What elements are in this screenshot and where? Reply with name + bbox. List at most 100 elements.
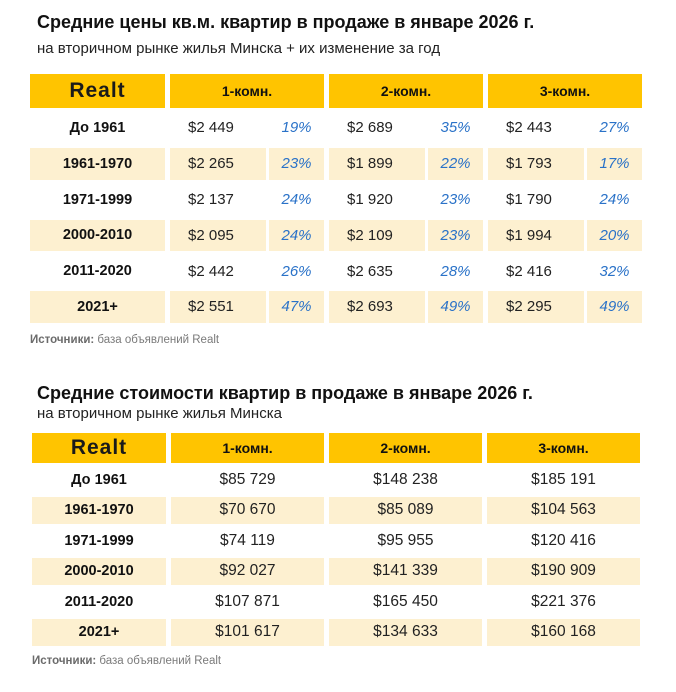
change-cell: 22% xyxy=(428,148,483,180)
change-cell: 26% xyxy=(281,262,312,280)
change-cell: 24% xyxy=(599,191,630,209)
row-label: 2011-2020 xyxy=(63,263,132,280)
column-header: 1-комн. xyxy=(171,433,324,463)
table-row: 1971-1999 $2 137 24% $1 920 23% $1 790 24% xyxy=(30,184,644,216)
price-cell: $95 955 xyxy=(377,531,434,549)
row-label: До 1961 xyxy=(71,471,127,488)
source-text: база объявлений Realt xyxy=(96,655,222,667)
table-row: 2011-2020 $107 871 $165 450 $221 376 xyxy=(32,588,645,615)
price-cell: $107 871 xyxy=(215,592,280,610)
table1-source: Источники: база объявлений Realt xyxy=(30,334,219,346)
price-cell: $2 443 xyxy=(506,119,552,137)
column-header: 2-комн. xyxy=(329,433,482,463)
price-cell: $92 027 xyxy=(171,557,324,585)
price-cell: $1 899 xyxy=(329,148,425,180)
source-label: Источники: xyxy=(30,334,95,346)
table2-subtitle: на вторичном рынке жилья Минска xyxy=(37,405,282,422)
price-cell: $148 238 xyxy=(373,470,438,488)
price-cell: $85 729 xyxy=(219,470,276,488)
price-cell: $185 191 xyxy=(531,470,596,488)
change-cell: 23% xyxy=(428,219,483,252)
price-cell: $2 551 xyxy=(170,291,266,323)
price-cell: $2 635 xyxy=(347,262,393,280)
table-row: 2000-2010 $92 027 $141 339 $190 909 xyxy=(32,557,645,585)
price-cell: $2 265 xyxy=(170,148,266,180)
price-cell: $1 793 xyxy=(488,148,584,180)
price-cell: $120 416 xyxy=(531,531,596,549)
table-row: 1961-1970 $70 670 $85 089 $104 563 xyxy=(32,496,645,524)
table1-title: Средние цены кв.м. квартир в продаже в я… xyxy=(37,12,535,32)
change-cell: 49% xyxy=(428,291,483,323)
column-header: 1-комн. xyxy=(170,74,324,108)
change-cell: 27% xyxy=(599,119,630,137)
row-label: 1971-1999 xyxy=(62,191,133,208)
price-cell: $165 450 xyxy=(373,592,438,610)
price-cell: $221 376 xyxy=(531,592,596,610)
price-cell: $2 416 xyxy=(506,262,552,280)
table1-subtitle: на вторичном рынке жилья Минска + их изм… xyxy=(37,40,441,57)
realt-logo: Realt xyxy=(69,79,126,102)
table-row: 2000-2010 $2 095 24% $2 109 23% $1 994 20% xyxy=(30,219,644,252)
column-header: 2-комн. xyxy=(329,74,483,108)
price-cell: $74 119 xyxy=(220,531,275,549)
price-cell: $2 137 xyxy=(188,191,234,209)
row-label: До 1961 xyxy=(69,119,126,136)
header-row: Realt 1-комн. 2-комн. 3-комн. xyxy=(32,433,645,463)
price-cell: $160 168 xyxy=(487,618,640,646)
price-cell: $1 994 xyxy=(488,219,584,252)
price-cell: $2 295 xyxy=(488,291,584,323)
header-logo-cell: Realt xyxy=(32,433,166,463)
change-cell: 47% xyxy=(269,291,324,323)
change-cell: 24% xyxy=(281,191,312,209)
change-cell: 23% xyxy=(440,191,471,209)
change-cell: 19% xyxy=(281,119,312,137)
price-cell: $85 089 xyxy=(329,496,482,524)
change-cell: 20% xyxy=(587,219,642,252)
price-per-sqm-table: Realt 1-комн. 2-комн. 3-комн. До 1961 $2 449 1… xyxy=(30,74,644,327)
price-cell: $2 449 xyxy=(188,119,234,137)
price-cell: $190 909 xyxy=(487,557,640,585)
row-label: 1961-1970 xyxy=(30,148,165,180)
row-label: 2000-2010 xyxy=(32,557,166,585)
row-label: 2011-2020 xyxy=(64,593,134,610)
row-label: 1961-1970 xyxy=(32,496,166,524)
header-row: Realt 1-комн. 2-комн. 3-комн. xyxy=(30,74,644,108)
table2-source: Источники: база объявлений Realt xyxy=(32,655,221,667)
table-row: 2021+ $101 617 $134 633 $160 168 xyxy=(32,618,645,646)
row-label: 1971-1999 xyxy=(64,532,134,549)
source-text: база объявлений Realt xyxy=(94,334,220,346)
change-cell: 24% xyxy=(269,219,324,252)
price-cell: $2 109 xyxy=(329,219,425,252)
price-cell: $134 633 xyxy=(329,618,482,646)
price-cell: $1 920 xyxy=(347,191,393,209)
row-label: 2021+ xyxy=(30,291,165,323)
table-row: До 1961 $2 449 19% $2 689 35% $2 443 27% xyxy=(30,112,644,144)
price-cell: $70 670 xyxy=(171,496,324,524)
realt-logo: Realt xyxy=(70,436,128,459)
source-label: Источники: xyxy=(32,655,97,667)
price-cell: $101 617 xyxy=(171,618,324,646)
header-logo-cell: Realt xyxy=(30,74,165,108)
table-row: 2021+ $2 551 47% $2 693 49% $2 295 49% xyxy=(30,291,644,323)
table-row: 1961-1970 $2 265 23% $1 899 22% $1 793 17% xyxy=(30,148,644,180)
price-cell: $2 689 xyxy=(347,119,393,137)
price-cell: $2 442 xyxy=(188,262,234,280)
column-header: 3-комн. xyxy=(488,74,642,108)
change-cell: 17% xyxy=(587,148,642,180)
price-cell: $2 693 xyxy=(329,291,425,323)
price-cell: $141 339 xyxy=(329,557,482,585)
change-cell: 28% xyxy=(440,262,471,280)
price-cell: $1 790 xyxy=(506,191,552,209)
change-cell: 35% xyxy=(440,119,471,137)
table-row: 1971-1999 $74 119 $95 955 $120 416 xyxy=(32,527,645,554)
table-row: До 1961 $85 729 $148 238 $185 191 xyxy=(32,466,645,493)
total-price-table: Realt 1-комн. 2-комн. 3-комн. До 1961 $85 729… xyxy=(32,433,645,646)
row-label: 2021+ xyxy=(32,618,166,646)
table2-title: Средние стоимости квартир в продаже в ян… xyxy=(37,383,533,403)
price-cell: $2 095 xyxy=(170,219,266,252)
column-header: 3-комн. xyxy=(487,433,640,463)
change-cell: 49% xyxy=(587,291,642,323)
change-cell: 32% xyxy=(599,262,630,280)
table-row: 2011-2020 $2 442 26% $2 635 28% $2 416 32% xyxy=(30,255,644,287)
change-cell: 23% xyxy=(269,148,324,180)
